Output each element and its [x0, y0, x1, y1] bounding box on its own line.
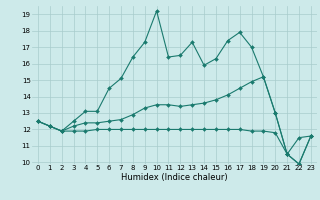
X-axis label: Humidex (Indice chaleur): Humidex (Indice chaleur) — [121, 173, 228, 182]
